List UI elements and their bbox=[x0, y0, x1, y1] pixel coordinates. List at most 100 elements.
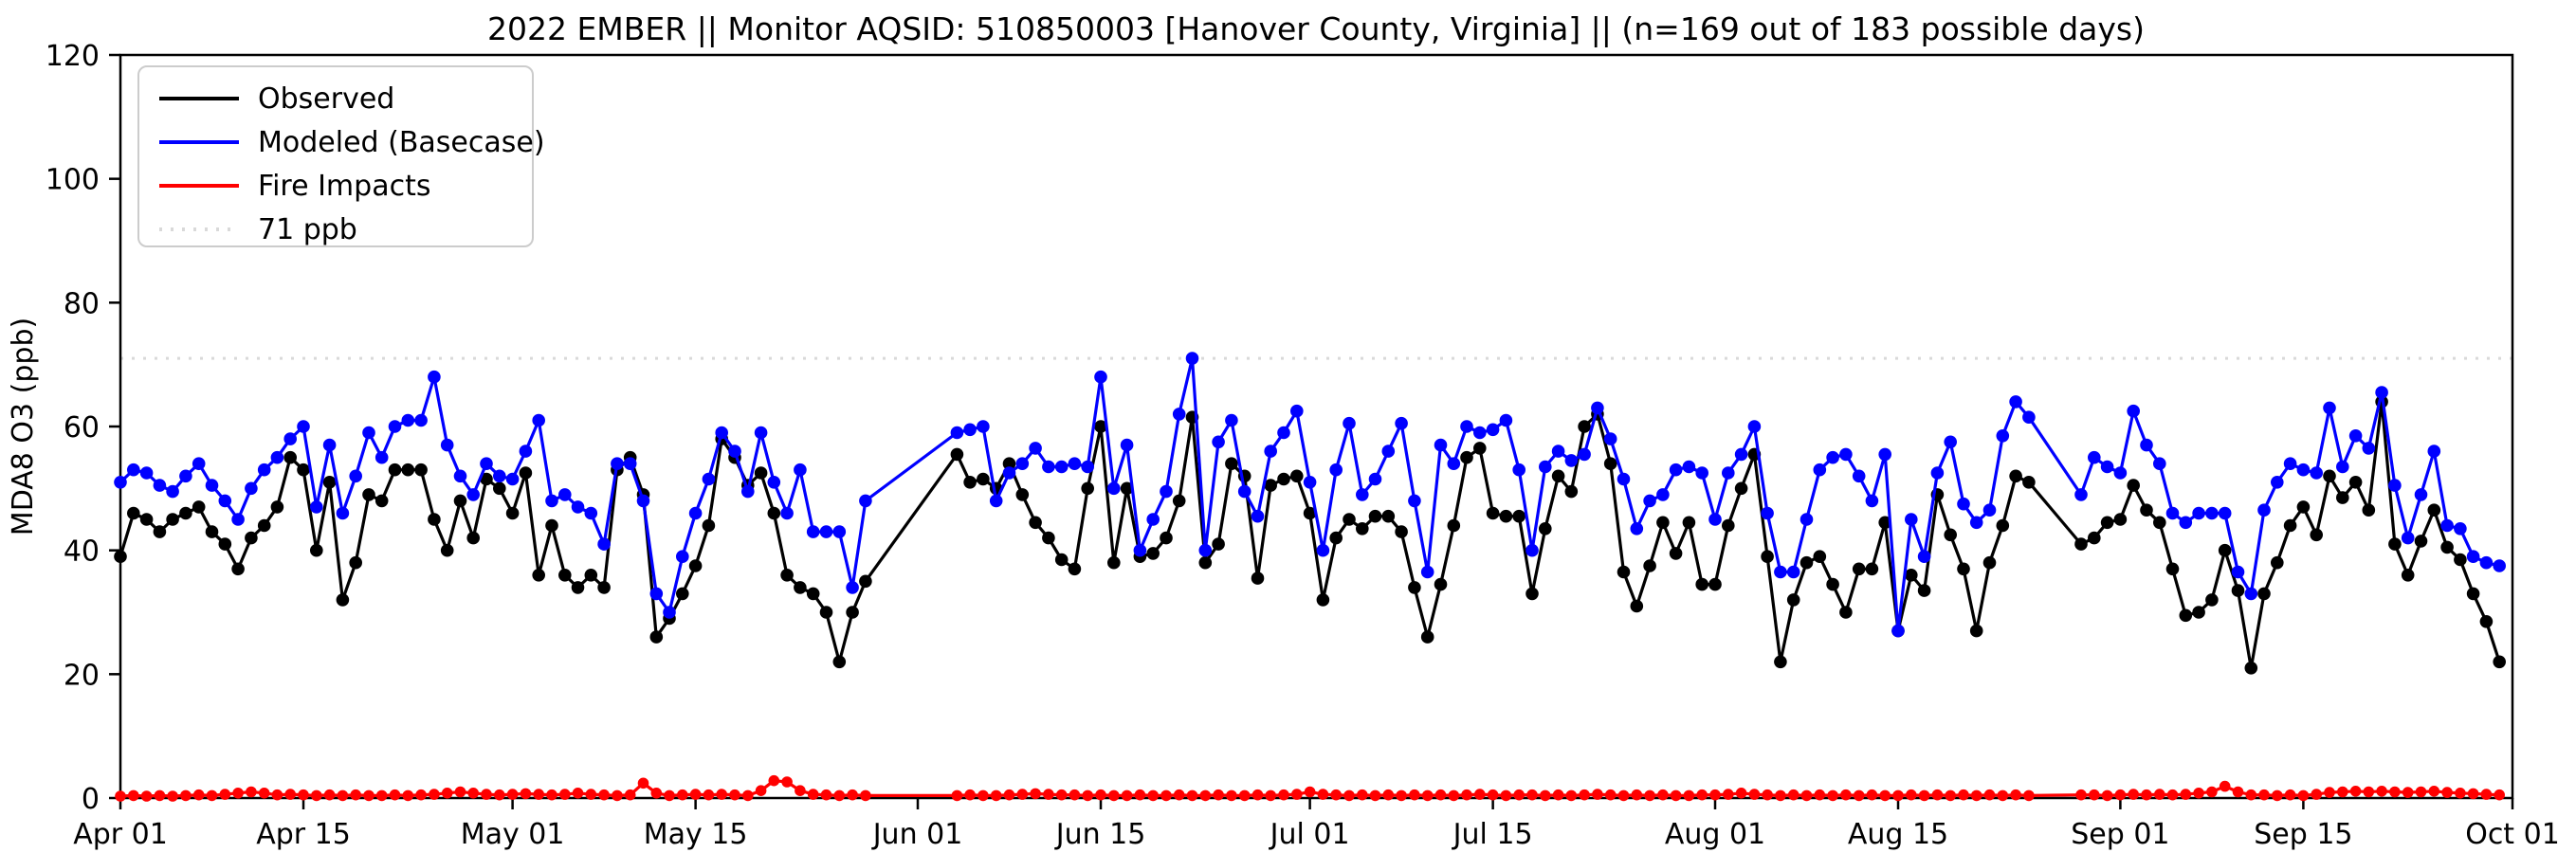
fire-impacts-marker bbox=[781, 776, 793, 788]
observed-marker bbox=[310, 543, 323, 557]
observed-marker bbox=[2283, 518, 2297, 533]
observed-marker bbox=[453, 494, 467, 508]
observed-marker bbox=[1160, 531, 1173, 545]
fire-impacts-marker bbox=[363, 789, 375, 802]
observed-marker bbox=[166, 513, 179, 526]
fire-impacts-marker bbox=[2154, 789, 2165, 800]
observed-marker bbox=[2205, 593, 2219, 607]
observed-marker bbox=[1865, 562, 1879, 576]
fire-impacts-marker bbox=[219, 789, 231, 800]
fire-impacts-marker bbox=[1343, 789, 1355, 802]
observed-marker bbox=[519, 466, 533, 480]
fire-impacts-marker bbox=[1592, 789, 1603, 800]
fire-impacts-marker bbox=[520, 788, 532, 800]
observed-marker bbox=[2466, 587, 2480, 601]
y-tick-label: 120 bbox=[46, 40, 100, 73]
modeled-marker bbox=[2127, 404, 2140, 418]
modeled-marker bbox=[493, 469, 506, 483]
fire-impacts-marker bbox=[990, 789, 1002, 802]
modeled-marker bbox=[1551, 445, 1565, 458]
observed-marker bbox=[1290, 469, 1304, 483]
modeled-marker bbox=[1539, 460, 1552, 474]
modeled-marker bbox=[1512, 463, 1526, 477]
x-tick-label: Aug 01 bbox=[1665, 818, 1765, 851]
observed-marker bbox=[2218, 543, 2232, 557]
observed-marker bbox=[702, 518, 716, 533]
legend-item: Fire Impacts bbox=[159, 170, 430, 203]
observed-marker bbox=[1917, 584, 1931, 597]
modeled-marker bbox=[1839, 447, 1853, 462]
fire-impacts-marker bbox=[128, 789, 139, 802]
modeled-marker bbox=[440, 438, 454, 452]
observed-marker bbox=[1094, 420, 1107, 433]
x-tick-label: Sep 01 bbox=[2071, 818, 2169, 851]
modeled-marker bbox=[1695, 466, 1708, 480]
fire-impacts-marker bbox=[572, 788, 584, 799]
observed-marker bbox=[806, 587, 820, 601]
observed-marker bbox=[1826, 577, 1839, 591]
observed-marker bbox=[1042, 531, 1055, 545]
modeled-marker bbox=[2466, 550, 2480, 563]
plot-area: 0 20 40 60 80 100 120 Apr 01 Apr 15 May 01 May 15 J… bbox=[46, 40, 2560, 851]
observed-marker bbox=[1107, 555, 1121, 570]
modeled-marker bbox=[989, 494, 1003, 508]
modeled-marker bbox=[1865, 494, 1879, 508]
modeled-marker bbox=[1356, 488, 1369, 501]
modeled-marker bbox=[2427, 445, 2441, 458]
fire-impacts-marker bbox=[2023, 789, 2035, 802]
observed-marker bbox=[963, 476, 977, 489]
modeled-marker bbox=[466, 488, 481, 501]
observed-marker bbox=[1774, 655, 1787, 669]
modeled-marker bbox=[1107, 481, 1121, 496]
fire-impacts-marker bbox=[1108, 789, 1120, 802]
modeled-marker bbox=[2348, 429, 2363, 443]
fire-impacts-marker bbox=[689, 789, 702, 800]
observed-marker bbox=[1800, 555, 1814, 570]
modeled-marker bbox=[114, 476, 127, 489]
observed-marker bbox=[1329, 531, 1343, 545]
modeled-marker bbox=[1290, 404, 1304, 418]
modeled-marker bbox=[2231, 565, 2245, 579]
fire-impacts-marker bbox=[2389, 786, 2401, 798]
modeled-marker bbox=[1460, 420, 1473, 433]
modeled-marker bbox=[1408, 494, 1421, 508]
modeled-marker bbox=[1708, 513, 1722, 526]
fire-impacts-marker bbox=[1814, 789, 1826, 801]
observed-marker bbox=[1617, 565, 1631, 579]
fire-impacts-marker bbox=[546, 789, 557, 801]
observed-marker bbox=[597, 581, 611, 594]
fire-impacts-marker bbox=[206, 789, 218, 802]
observed-marker bbox=[2362, 503, 2376, 517]
fire-impacts-marker bbox=[1461, 789, 1472, 801]
modeled-marker bbox=[414, 413, 428, 427]
fire-impacts-marker bbox=[742, 789, 754, 802]
observed-marker bbox=[2454, 553, 2467, 567]
fire-impacts-marker bbox=[402, 789, 414, 802]
modeled-marker bbox=[453, 469, 467, 483]
fire-impacts-marker bbox=[1617, 789, 1630, 802]
modeled-marker bbox=[663, 606, 676, 619]
modeled-marker bbox=[1786, 565, 1800, 579]
modeled-marker bbox=[349, 469, 363, 483]
fire-impacts-marker bbox=[1186, 789, 1198, 802]
modeled-marker bbox=[558, 488, 572, 501]
observed-marker bbox=[767, 506, 781, 520]
fire-impacts-marker bbox=[2180, 789, 2192, 800]
modeled-marker bbox=[166, 484, 179, 499]
observed-marker bbox=[428, 513, 441, 526]
observed-marker bbox=[139, 513, 154, 526]
observed-marker bbox=[1656, 516, 1670, 530]
fire-impacts-marker bbox=[2311, 789, 2322, 800]
modeled-marker bbox=[806, 525, 820, 538]
fire-impacts-marker bbox=[2193, 788, 2204, 799]
modeled-marker bbox=[310, 500, 323, 514]
observed-marker bbox=[1356, 522, 1369, 535]
fire-impacts-marker bbox=[2114, 789, 2127, 801]
observed-marker bbox=[401, 463, 415, 477]
fire-impacts-marker bbox=[703, 789, 715, 801]
modeled-marker bbox=[1800, 513, 1814, 526]
observed-marker bbox=[1251, 572, 1265, 585]
fire-impacts-marker bbox=[716, 789, 727, 800]
